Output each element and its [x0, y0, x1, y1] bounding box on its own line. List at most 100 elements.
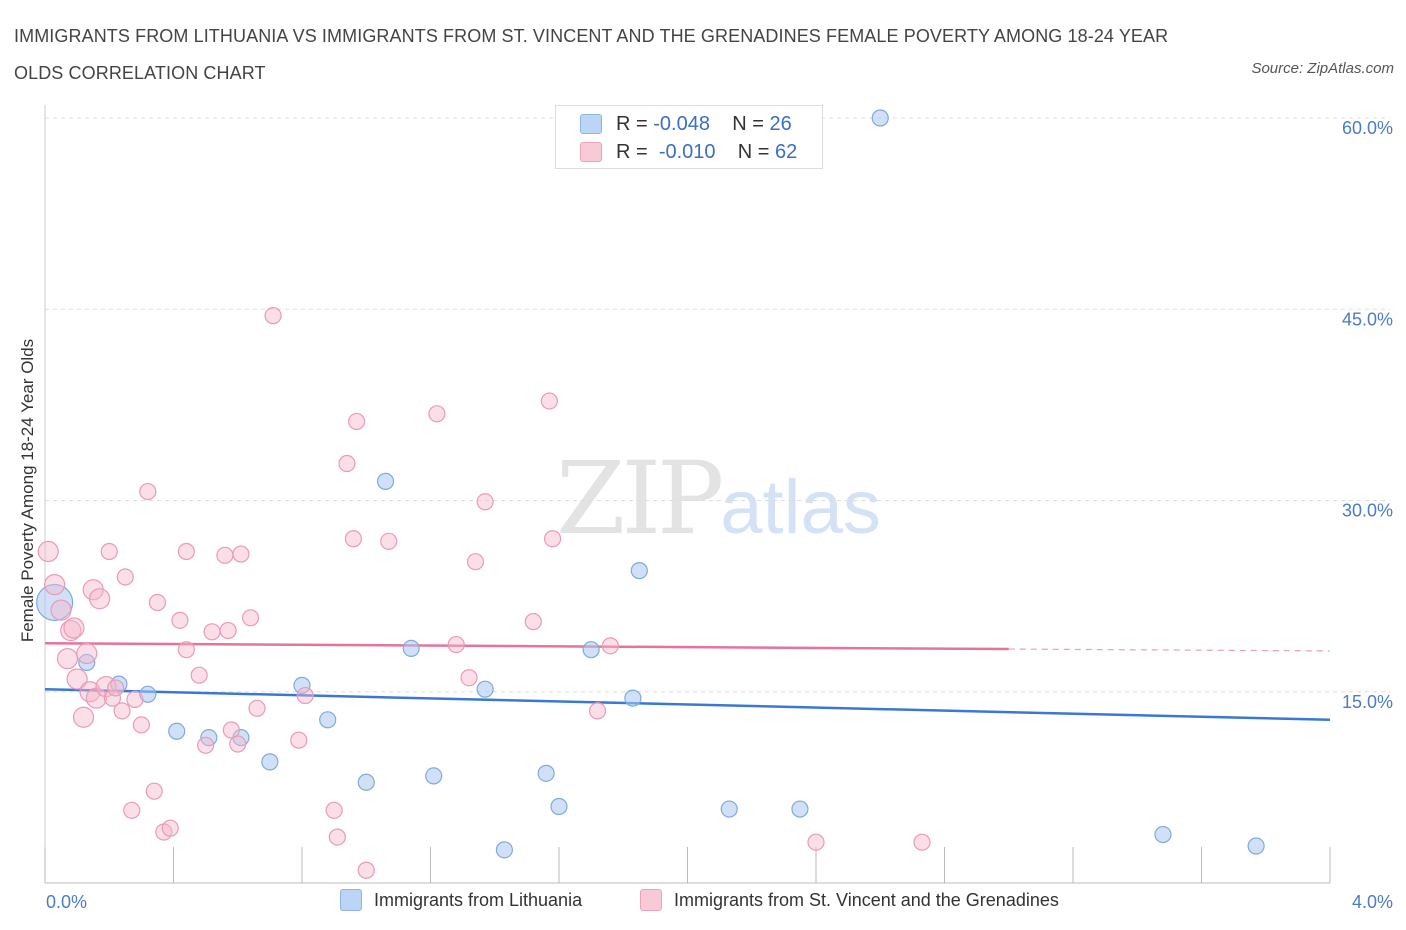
point-st-vincent — [190, 666, 208, 684]
watermark-atlas: atlas — [720, 465, 881, 550]
point-st-vincent — [290, 731, 308, 749]
series-swatch-blue — [340, 889, 362, 911]
point-st-vincent — [264, 307, 282, 325]
series-name-st-vincent: Immigrants from St. Vincent and the Gren… — [674, 889, 1059, 910]
point-st-vincent — [357, 861, 375, 879]
point-st-vincent — [380, 532, 398, 550]
point-st-vincent — [222, 721, 240, 739]
legend-row-lithuania: R = -0.048 N = 26 — [580, 111, 792, 137]
point-st-vincent — [148, 593, 167, 612]
point-st-vincent — [145, 782, 163, 800]
point-st-vincent — [242, 609, 260, 627]
axis-labels: 15.0% 30.0% 45.0% 60.0% 0.0% 4.0% Female Pover… — [18, 118, 1393, 912]
legend-n-label: N = — [737, 140, 770, 163]
point-st-vincent — [232, 545, 250, 563]
point-st-vincent — [50, 599, 72, 621]
point-st-vincent — [325, 801, 343, 819]
point-st-vincent — [197, 736, 215, 754]
watermark-zip: ZIP — [556, 440, 724, 557]
x-tick-label: 0.0% — [46, 892, 87, 912]
point-st-vincent — [66, 668, 88, 690]
legend-swatch-pink — [580, 142, 602, 162]
y-tick-label: 60.0% — [1342, 118, 1393, 138]
grid-lines — [45, 117, 1390, 693]
point-st-vincent — [116, 568, 134, 586]
point-lithuania — [78, 653, 96, 672]
point-st-vincent — [229, 735, 247, 753]
point-lithuania — [376, 472, 395, 490]
point-st-vincent — [601, 637, 620, 655]
point-st-vincent — [540, 392, 558, 410]
source-label: Source: ZipAtlas.com — [1251, 60, 1394, 77]
point-st-vincent — [344, 530, 362, 548]
point-lithuania — [261, 753, 279, 771]
point-st-vincent — [139, 482, 157, 501]
series-name-lithuania: Immigrants from Lithuania — [374, 889, 583, 910]
y-tick-label: 30.0% — [1342, 501, 1393, 521]
point-lithuania — [624, 689, 642, 707]
point-st-vincent — [543, 530, 562, 548]
point-lithuania — [495, 841, 513, 859]
trend-lines — [44, 642, 1331, 722]
point-st-vincent — [56, 647, 79, 670]
point-st-vincent — [338, 454, 356, 473]
point-st-vincent — [203, 623, 221, 641]
legend-row-st-vincent: R = -0.010 N = 62 — [580, 139, 797, 165]
point-st-vincent — [100, 542, 118, 561]
point-lithuania — [537, 764, 555, 782]
legend-n-label: N = — [732, 112, 764, 135]
point-lithuania — [1247, 837, 1265, 855]
point-st-vincent — [79, 681, 101, 703]
point-st-vincent — [296, 686, 314, 705]
point-st-vincent — [466, 553, 485, 571]
point-st-vincent — [123, 801, 141, 819]
point-lithuania — [476, 680, 494, 698]
point-st-vincent — [447, 635, 465, 654]
point-lithuania — [293, 676, 311, 694]
x-tick-label: 4.0% — [1352, 892, 1393, 912]
trend-line-solid — [44, 687, 1331, 722]
series-legend-st-vincent: Immigrants from St. Vincent and the Gren… — [640, 889, 1059, 911]
point-st-vincent — [248, 699, 266, 717]
legend-n-value: 26 — [769, 112, 792, 135]
point-st-vincent — [107, 679, 125, 697]
point-lithuania — [582, 641, 600, 659]
point-st-vincent — [348, 412, 366, 431]
legend-r-value: -0.048 — [653, 112, 710, 135]
point-st-vincent — [89, 588, 111, 610]
y-tick-label: 15.0% — [1342, 692, 1393, 712]
legend-r-value: -0.010 — [658, 140, 716, 163]
point-st-vincent — [216, 546, 234, 564]
point-st-vincent — [177, 542, 195, 561]
point-st-vincent — [476, 493, 494, 511]
point-st-vincent — [428, 405, 446, 423]
point-st-vincent — [524, 613, 542, 631]
data-points — [36, 109, 1265, 879]
point-st-vincent — [72, 706, 95, 728]
y-tick-label: 45.0% — [1342, 309, 1393, 329]
point-st-vincent — [44, 574, 66, 596]
legend-r-label: R = — [616, 112, 648, 135]
chart-title: IMMIGRANTS FROM LITHUANIA VS IMMIGRANTS … — [14, 26, 1169, 83]
point-lithuania — [168, 722, 186, 740]
point-lithuania — [871, 109, 889, 127]
point-lithuania — [425, 767, 443, 785]
point-lithuania — [402, 639, 420, 658]
series-legend: Immigrants from Lithuania Immigrants fro… — [0, 889, 1406, 915]
point-st-vincent — [328, 828, 346, 846]
point-lithuania — [139, 685, 157, 703]
legend-swatch-blue — [580, 114, 602, 134]
point-st-vincent — [588, 702, 607, 720]
point-st-vincent — [60, 619, 82, 642]
point-st-vincent — [126, 690, 144, 709]
point-lithuania — [550, 797, 568, 816]
series-legend-lithuania: Immigrants from Lithuania — [340, 889, 582, 911]
point-st-vincent — [63, 617, 85, 639]
point-lithuania — [720, 800, 738, 818]
point-st-vincent — [177, 641, 195, 659]
y-axis-label: Female Poverty Among 18-24 Year Olds — [18, 339, 37, 642]
point-st-vincent — [161, 819, 179, 837]
point-st-vincent — [132, 716, 150, 734]
point-st-vincent — [460, 669, 478, 687]
